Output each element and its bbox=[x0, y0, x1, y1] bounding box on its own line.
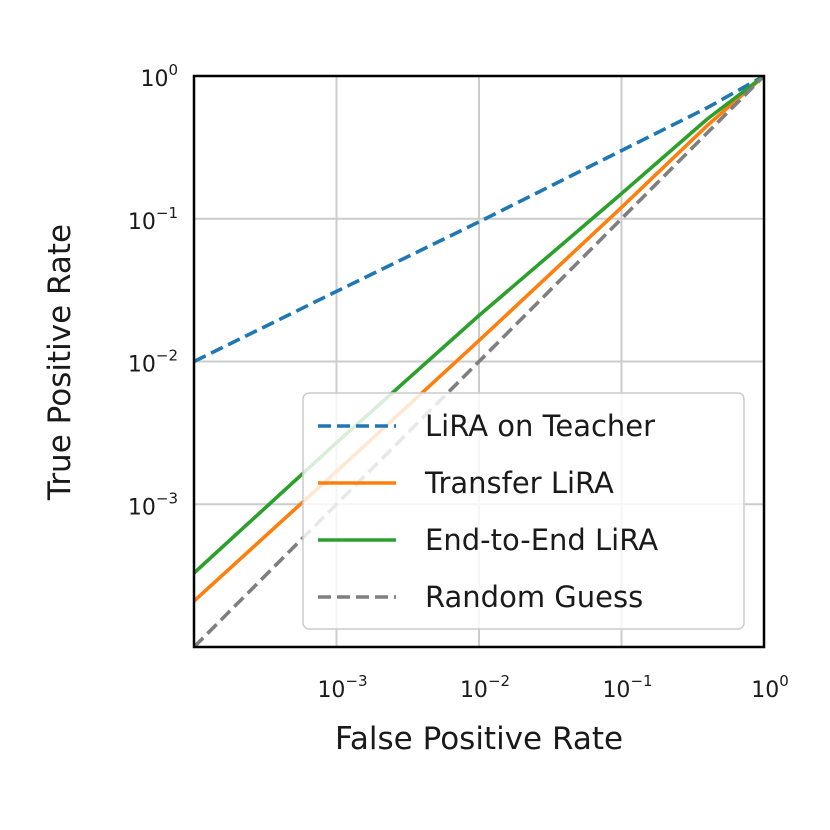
x-tick-labels: 10−3 10−2 10−1 100 bbox=[317, 672, 788, 703]
y-tick-label-2: 10−1 bbox=[128, 204, 178, 235]
legend: LiRA on Teacher Transfer LiRA End-to-End L… bbox=[302, 392, 745, 630]
x-tick-label-3: 100 bbox=[751, 672, 789, 703]
y-tick-label-1: 10−2 bbox=[128, 347, 178, 378]
x-tick-label-0: 10−3 bbox=[317, 672, 367, 703]
legend-label-2: Transfer LiRA bbox=[424, 466, 614, 500]
x-tick-label-2: 10−1 bbox=[602, 672, 652, 703]
y-tick-label-0: 10−3 bbox=[128, 489, 178, 520]
y-tick-label-3: 100 bbox=[140, 61, 178, 92]
plot-frame bbox=[192, 74, 766, 649]
legend-label-1: LiRA on Teacher bbox=[425, 409, 655, 443]
x-axis-title: False Positive Rate bbox=[335, 721, 623, 757]
y-tick-labels: 10−3 10−2 10−1 100 bbox=[128, 61, 178, 520]
x-tick-label-1: 10−2 bbox=[460, 672, 510, 703]
legend-label-3: End-to-End LiRA bbox=[425, 523, 658, 557]
y-axis-title: True Positive Rate bbox=[42, 224, 78, 501]
series-line-4 bbox=[194, 76, 764, 647]
legend-box bbox=[302, 392, 745, 630]
legend-label-4: Random Guess bbox=[425, 580, 643, 614]
